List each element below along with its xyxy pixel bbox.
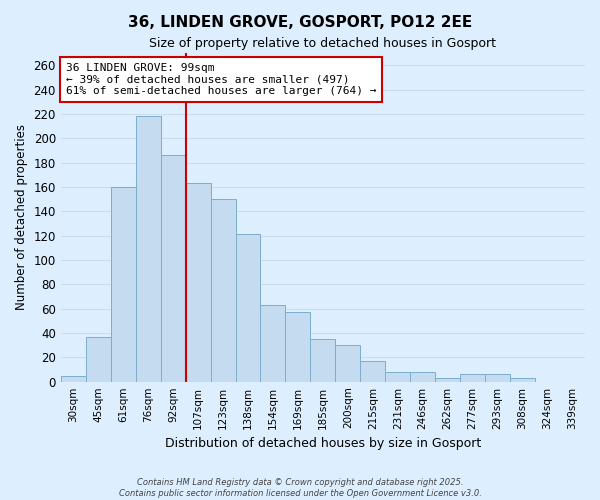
Bar (111, 187, 136, 382)
Bar (61, 376, 86, 382)
Bar (236, 234, 260, 382)
Bar (286, 312, 310, 382)
Text: Contains HM Land Registry data © Crown copyright and database right 2025.
Contai: Contains HM Land Registry data © Crown c… (119, 478, 481, 498)
Bar (485, 374, 510, 382)
Title: Size of property relative to detached houses in Gosport: Size of property relative to detached ho… (149, 38, 496, 51)
Bar (161, 156, 185, 382)
Bar (385, 372, 410, 382)
Bar (136, 116, 161, 382)
Bar (335, 345, 361, 382)
Bar (410, 372, 435, 382)
Text: 36, LINDEN GROVE, GOSPORT, PO12 2EE: 36, LINDEN GROVE, GOSPORT, PO12 2EE (128, 15, 472, 30)
Text: 36 LINDEN GROVE: 99sqm
← 39% of detached houses are smaller (497)
61% of semi-de: 36 LINDEN GROVE: 99sqm ← 39% of detached… (66, 63, 377, 96)
X-axis label: Distribution of detached houses by size in Gosport: Distribution of detached houses by size … (165, 437, 481, 450)
Bar (361, 361, 385, 382)
Bar (260, 305, 286, 382)
Bar (510, 378, 535, 382)
Bar (211, 199, 236, 382)
Bar (86, 336, 111, 382)
Bar (435, 378, 460, 382)
Y-axis label: Number of detached properties: Number of detached properties (15, 124, 28, 310)
Bar (460, 374, 485, 382)
Bar (310, 339, 335, 382)
Bar (185, 184, 211, 382)
